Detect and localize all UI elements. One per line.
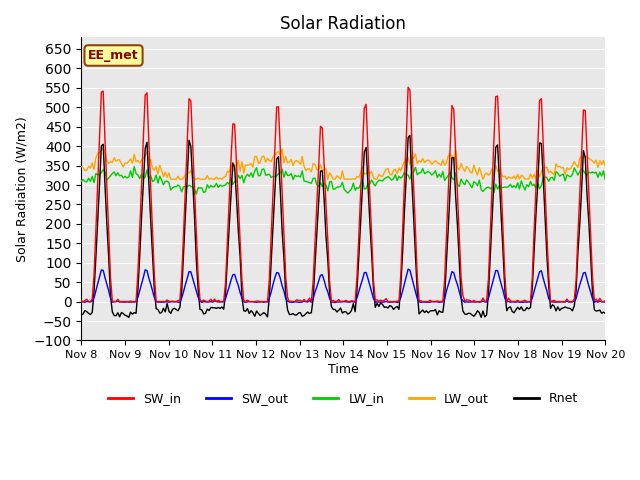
Text: EE_met: EE_met xyxy=(88,49,139,62)
Y-axis label: Solar Radiation (W/m2): Solar Radiation (W/m2) xyxy=(15,116,28,262)
Title: Solar Radiation: Solar Radiation xyxy=(280,15,406,33)
Legend: SW_in, SW_out, LW_in, LW_out, Rnet: SW_in, SW_out, LW_in, LW_out, Rnet xyxy=(103,387,583,410)
X-axis label: Time: Time xyxy=(328,363,358,376)
